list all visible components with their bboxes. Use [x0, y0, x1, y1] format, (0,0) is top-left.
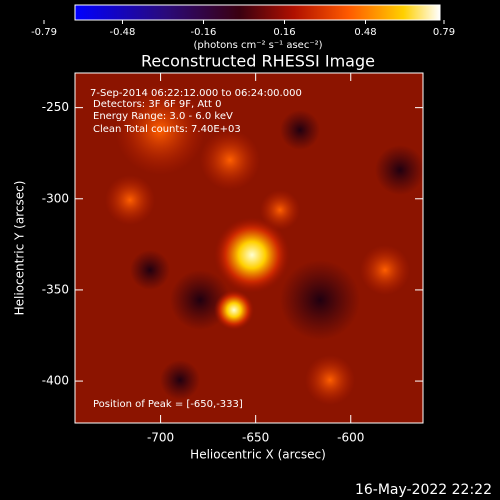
- annotation: Energy Range: 3.0 - 6.0 keV: [93, 111, 233, 122]
- x-tick-label: -650: [242, 431, 269, 445]
- annotation: 7-Sep-2014 06:22:12.000 to 06:24:00.000: [90, 88, 302, 99]
- y-tick-label: -250: [42, 100, 69, 114]
- colorbar-tick-label: -0.16: [191, 27, 217, 38]
- y-tick-label: -350: [42, 282, 69, 296]
- y-axis-label: Heliocentric Y (arcsec): [13, 181, 27, 316]
- x-axis-label: Heliocentric X (arcsec): [190, 448, 326, 462]
- annotation: Detectors: 3F 6F 9F, Att 0: [93, 99, 221, 110]
- x-tick-label: -700: [147, 431, 174, 445]
- colorbar: [74, 4, 441, 21]
- y-tick-label: -400: [42, 374, 69, 388]
- plot-frame: [74, 72, 424, 424]
- timestamp: 16-May-2022 22:22: [355, 482, 492, 498]
- x-tick-label: -600: [337, 431, 364, 445]
- colorbar-tick-label: -0.79: [31, 27, 57, 38]
- peak-label: Position of Peak = [-650,-333]: [93, 399, 243, 410]
- y-tick-label: -300: [42, 191, 69, 205]
- annotation: Clean Total counts: 7.40E+03: [93, 124, 241, 135]
- colorbar-tick-label: 0.79: [433, 27, 455, 38]
- colorbar-tick-label: -0.48: [110, 27, 136, 38]
- heatmap: [75, 73, 423, 423]
- colorbar-tick-label: 0.16: [273, 27, 295, 38]
- chart-title: Reconstructed RHESSI Image: [141, 52, 375, 71]
- colorbar-tick-label: 0.48: [354, 27, 376, 38]
- colorbar-label: (photons cm⁻² s⁻¹ asec⁻²): [193, 40, 322, 51]
